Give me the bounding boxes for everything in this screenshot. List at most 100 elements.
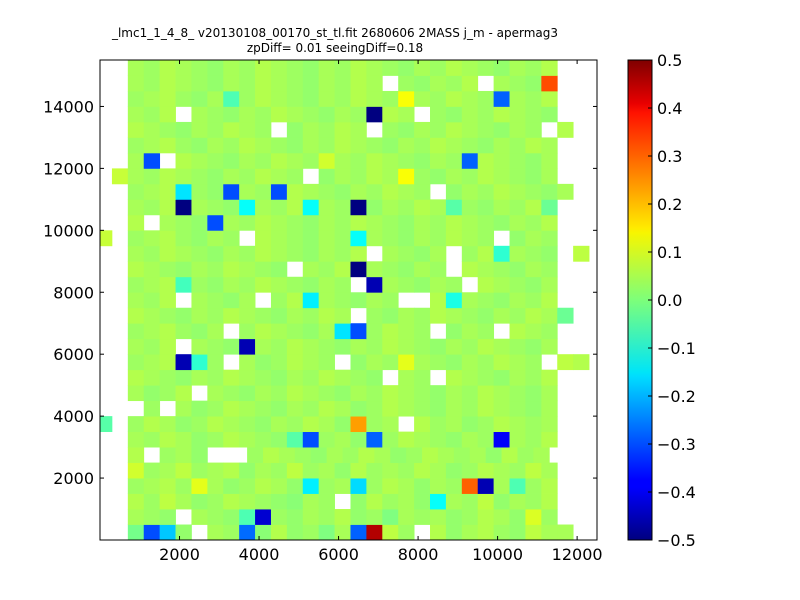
heatmap-cell [191, 400, 208, 417]
heatmap-cell [255, 276, 272, 293]
heatmap-cell [445, 214, 463, 231]
heatmap-cell [445, 60, 463, 76]
heatmap-cell [334, 385, 351, 402]
heatmap-cell [382, 400, 399, 417]
heatmap-cell [175, 261, 192, 278]
heatmap-cell [270, 75, 288, 92]
heatmap-cell [191, 447, 208, 463]
heatmap-cell [207, 183, 224, 200]
heatmap-cell [509, 493, 526, 510]
heatmap-cell [382, 106, 399, 123]
heatmap-cell [445, 478, 463, 494]
heatmap-cell [477, 400, 495, 417]
heatmap-cell [414, 307, 431, 324]
heatmap-cell [318, 137, 335, 154]
heatmap-cell [318, 245, 335, 262]
heatmap-cell [525, 75, 542, 92]
heatmap-cell [461, 369, 479, 386]
heatmap-cell [398, 385, 415, 402]
heatmap-cell [239, 524, 256, 541]
heatmap-cell [127, 369, 145, 386]
heatmap-cell [350, 509, 367, 525]
heatmap-cell [191, 493, 208, 510]
heatmap-cell [270, 230, 288, 247]
heatmap-cell [223, 75, 240, 92]
heatmap-cell [461, 137, 479, 154]
heatmap-cell [525, 292, 542, 309]
heatmap-cell [239, 431, 256, 448]
heatmap-cell [382, 509, 399, 525]
heatmap-cell [270, 183, 288, 200]
heatmap-cell [159, 230, 176, 247]
heatmap-cell [541, 90, 558, 107]
heatmap-cell [143, 276, 161, 293]
colorbar-tick-label: −0.1 [657, 339, 696, 358]
heatmap-cell [350, 75, 367, 92]
heatmap-cell [501, 447, 518, 463]
heatmap-cell [414, 462, 431, 479]
heatmap-cell [414, 276, 431, 293]
heatmap-cell [302, 493, 320, 510]
heatmap-cell [382, 60, 399, 76]
heatmap-cell [223, 261, 240, 278]
heatmap-cell [143, 509, 161, 525]
heatmap-cell [398, 60, 415, 76]
heatmap-cell [430, 493, 447, 510]
heatmap-cell [207, 323, 224, 340]
heatmap-cell [477, 431, 495, 448]
heatmap-cell [318, 214, 335, 231]
heatmap-cell [493, 354, 510, 371]
heatmap-cell [239, 199, 256, 216]
heatmap-cell [175, 214, 192, 231]
heatmap-cell [270, 261, 288, 278]
heatmap-cell [493, 121, 510, 138]
heatmap-cell [477, 121, 495, 138]
heatmap-cell [318, 338, 335, 355]
heatmap-cell [239, 354, 256, 371]
heatmap-cell [382, 416, 399, 433]
heatmap-cell [127, 90, 145, 107]
heatmap-cell [477, 183, 495, 200]
heatmap-cell [127, 478, 145, 494]
heatmap-cell [430, 152, 447, 169]
heatmap-cell [493, 168, 510, 185]
heatmap-cell [334, 478, 351, 494]
heatmap-cell [278, 447, 296, 463]
heatmap-cell [191, 168, 208, 185]
heatmap-cell [159, 121, 176, 138]
heatmap-cell [286, 60, 304, 76]
heatmap-cell [398, 524, 415, 541]
heatmap-cell [382, 261, 399, 278]
heatmap-cell [159, 493, 176, 510]
heatmap-cell [445, 121, 463, 138]
heatmap-cell [461, 416, 479, 433]
heatmap-cell [127, 509, 145, 525]
colorbar-tick-label: 0.5 [657, 51, 682, 70]
heatmap-cell [286, 75, 304, 92]
heatmap-cell [477, 323, 495, 340]
heatmap-cell [366, 400, 383, 417]
heatmap-cell [382, 493, 399, 510]
heatmap-cell [175, 199, 192, 216]
heatmap-cell [414, 478, 431, 494]
heatmap-cell [191, 214, 208, 231]
heatmap-cell [127, 75, 145, 92]
heatmap-cell [255, 369, 272, 386]
x-tick-label: 4000 [239, 545, 280, 564]
heatmap-cell [509, 276, 526, 293]
heatmap-cell [445, 369, 463, 386]
heatmap-cell [270, 478, 288, 494]
heatmap-cell [270, 462, 288, 479]
heatmap-cell [294, 447, 312, 463]
heatmap-cell [175, 60, 192, 76]
heatmap-cell [525, 493, 542, 510]
heatmap-cell [350, 245, 367, 262]
heatmap-cell [414, 75, 431, 92]
heatmap-cell [255, 121, 272, 138]
heatmap-cell [318, 75, 335, 92]
heatmap-cell [207, 75, 224, 92]
heatmap-cell [223, 431, 240, 448]
heatmap-cell [159, 276, 176, 293]
heatmap-cell [286, 524, 304, 541]
heatmap-cell [223, 292, 240, 309]
